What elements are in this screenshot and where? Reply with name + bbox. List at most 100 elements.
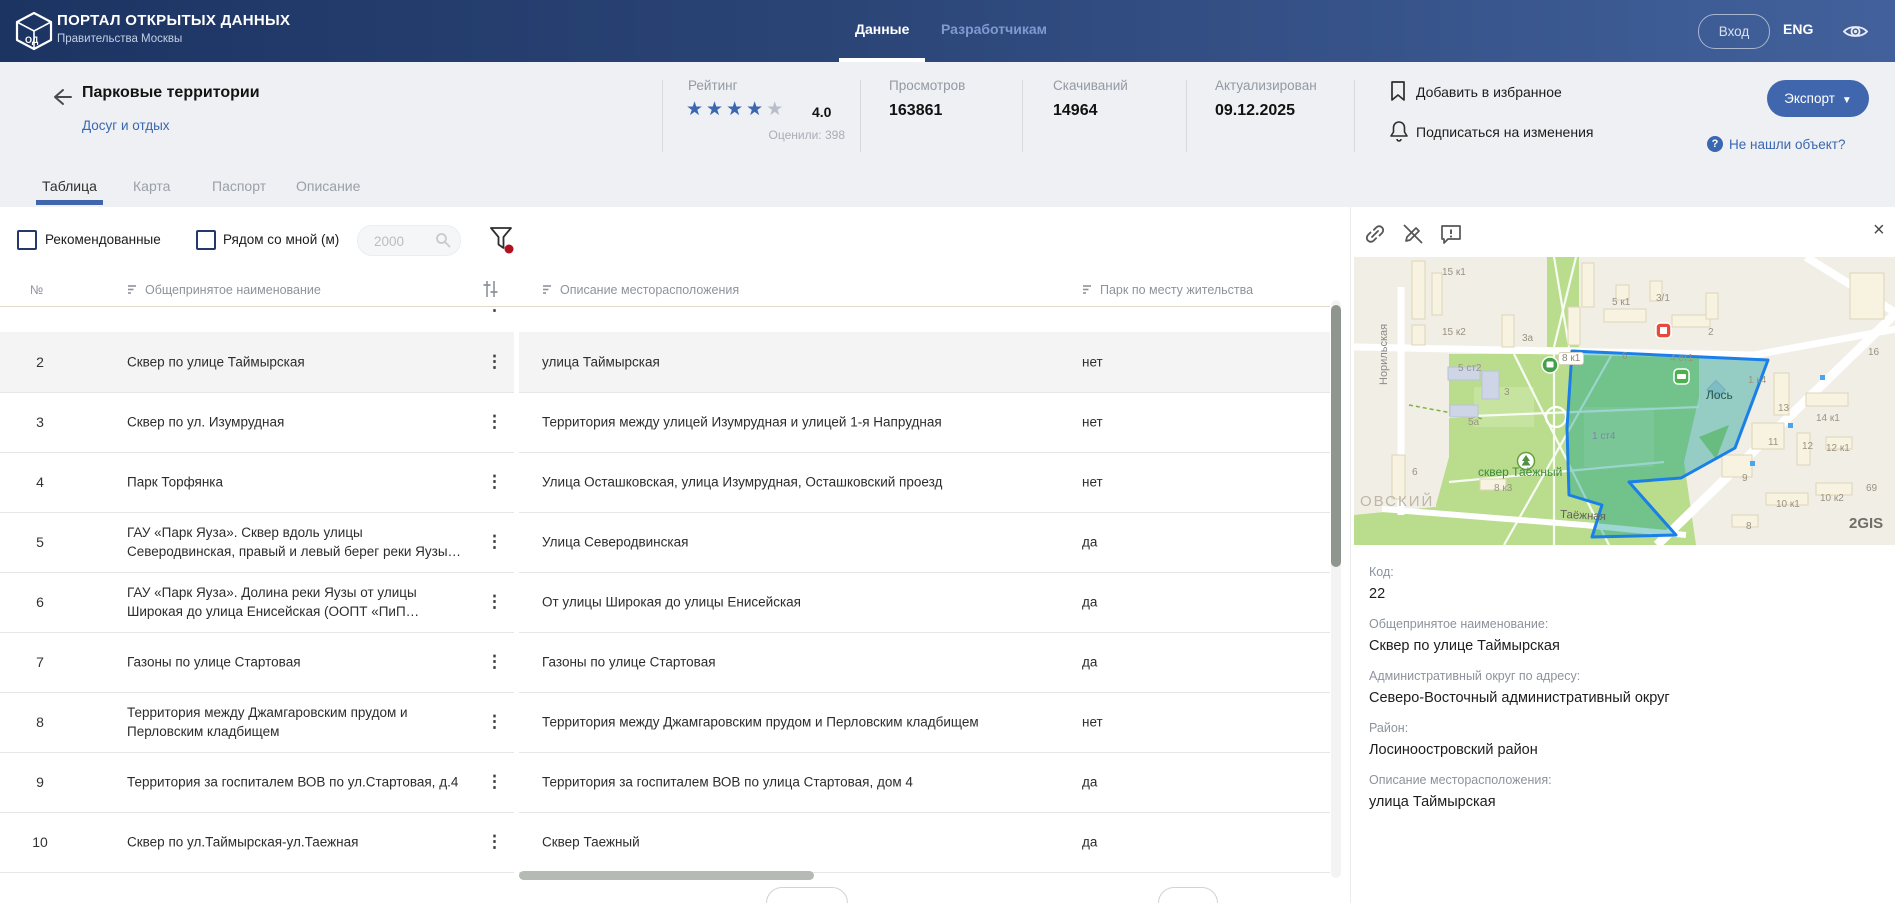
table-row[interactable]: 8 Территория между Джамгаровским прудом … [0, 692, 1330, 753]
row-menu-icon[interactable]: ⋮ [486, 472, 503, 491]
map-house-label: 69 [1866, 483, 1878, 494]
row-name: Сквер по ул. Изумрудная [127, 414, 285, 430]
export-button[interactable]: Экспорт ▼ [1767, 80, 1869, 117]
tab-table[interactable]: Таблица [42, 178, 97, 194]
add-favorite-link[interactable]: Добавить в избранное [1416, 84, 1562, 100]
row-local-park: нет [1082, 354, 1103, 370]
row-menu-icon[interactable]: ⋮ [486, 652, 503, 671]
distance-input[interactable] [372, 230, 434, 252]
row-number: 6 [36, 594, 44, 610]
object-not-found-link[interactable]: Не нашли объект? [1729, 137, 1846, 152]
portal-logo-icon[interactable]: ОД [14, 11, 54, 51]
login-button[interactable]: Вход [1698, 14, 1770, 49]
nav-tab-data[interactable]: Данные [855, 21, 910, 37]
map-house-label: 3а [1522, 333, 1534, 344]
row-menu-icon[interactable]: ⋮ [486, 532, 503, 551]
row-description: Улица Северодвинская [542, 534, 689, 550]
row-menu-icon[interactable]: ⋮ [486, 412, 503, 431]
divider [1354, 80, 1355, 152]
table-row[interactable]: 6 ГАУ «Парк Яуза». Долина реки Яузы от у… [0, 572, 1330, 633]
row-menu-icon[interactable]: ⋮ [486, 352, 503, 371]
dataset-category-link[interactable]: Досуг и отдых [82, 118, 170, 133]
tab-description[interactable]: Описание [296, 178, 361, 194]
table-row[interactable]: 4 Парк Торфянка ⋮ Улица Осташковская, ул… [0, 452, 1330, 513]
recommended-checkbox[interactable] [17, 230, 37, 250]
column-local-park[interactable]: Парк по месту жительства [1100, 283, 1254, 297]
table-row[interactable]: 7 Газоны по улице Стартовая ⋮ Газоны по … [0, 632, 1330, 693]
object-details: Код: 22 Общепринятое наименование: Сквер… [1369, 565, 1869, 810]
edit-off-icon[interactable] [1401, 222, 1425, 246]
row-menu-icon[interactable]: ⋮ [480, 306, 509, 317]
column-name[interactable]: Общепринятое наименование [145, 283, 321, 297]
sort-icon[interactable] [1082, 284, 1094, 295]
row-menu-icon[interactable]: ⋮ [486, 772, 503, 791]
map-house-label: 6 [1412, 467, 1418, 478]
table-row[interactable]: 10 Сквер по ул.Таймырская-ул.Таежная ⋮ С… [0, 812, 1330, 873]
row-local-park: да [1082, 834, 1098, 850]
subscribe-link[interactable]: Подписаться на изменения [1416, 124, 1594, 140]
detail-label: Район: [1369, 721, 1409, 735]
search-icon[interactable] [435, 232, 451, 248]
row-menu-icon[interactable]: ⋮ [486, 592, 503, 611]
table-vscrollbar-track[interactable] [1331, 300, 1341, 878]
rating-label: Рейтинг [688, 78, 738, 93]
divider [662, 80, 663, 152]
table-row[interactable]: 3 Сквер по ул. Изумрудная ⋮ Территория м… [0, 392, 1330, 453]
language-toggle[interactable]: ENG [1783, 21, 1814, 37]
column-settings-icon[interactable] [482, 280, 499, 298]
row-name: ГАУ «Парк Яуза». Долина реки Яузы от ули… [127, 585, 420, 619]
nav-tab-developers[interactable]: Разработчикам [941, 21, 1047, 37]
map-house-label: 5а [1468, 417, 1480, 428]
divider [1186, 80, 1187, 152]
table-vscrollbar-thumb[interactable] [1331, 305, 1341, 567]
row-local-park: да [1082, 654, 1098, 670]
close-icon[interactable]: × [1873, 219, 1885, 241]
filter-funnel-icon[interactable] [489, 226, 515, 254]
star-icon[interactable]: ★ [706, 99, 727, 120]
selected-area-polygon [1565, 349, 1770, 539]
export-label: Экспорт [1784, 91, 1835, 106]
dataset-title: Парковые территории [82, 84, 260, 101]
table-row[interactable]: 5 ГАУ «Парк Яуза». Сквер вдоль улицы Сев… [0, 512, 1330, 573]
feedback-icon[interactable] [1439, 222, 1463, 246]
sort-icon[interactable] [542, 284, 554, 295]
table-row-clipped[interactable]: ⋮ [0, 306, 1330, 332]
table-row[interactable]: 2 Сквер по улице Таймырская ⋮ улица Тайм… [0, 332, 1330, 393]
map-canvas[interactable]: Норильская сквер Таёжный Таёжная Лось ОВ… [1354, 257, 1895, 545]
star-icon[interactable]: ★ [746, 99, 767, 120]
row-name: Газоны по улице Стартовая [127, 654, 301, 670]
pagination-control[interactable] [766, 887, 848, 903]
tab-map[interactable]: Карта [133, 178, 171, 194]
pagination-control[interactable] [1158, 887, 1218, 903]
row-number: 8 [36, 714, 44, 730]
rating-value: 4.0 [812, 104, 832, 120]
star-icon[interactable]: ★ [686, 99, 707, 120]
star-icon[interactable]: ★ [766, 99, 787, 120]
near-me-checkbox[interactable] [196, 230, 216, 250]
bookmark-icon [1391, 81, 1405, 101]
row-menu-icon[interactable]: ⋮ [486, 832, 503, 851]
sort-icon[interactable] [127, 284, 139, 295]
row-description: Улица Осташковская, улица Изумрудная, Ос… [542, 474, 943, 490]
map-park-label: сквер Таёжный [1478, 465, 1563, 479]
column-location[interactable]: Описание месторасположения [560, 283, 740, 297]
row-description: Территория за госпиталем ВОВ по улица Ст… [542, 774, 913, 790]
row-menu-icon[interactable]: ⋮ [486, 712, 503, 731]
star-icon[interactable]: ★ [726, 99, 747, 120]
back-arrow-icon[interactable] [50, 86, 72, 108]
near-me-label: Рядом со мной (м) [223, 232, 340, 247]
row-description: От улицы Широкая до улицы Енисейская [542, 594, 801, 610]
tab-passport[interactable]: Паспорт [212, 178, 267, 194]
accessibility-eye-icon[interactable] [1842, 18, 1869, 45]
table-row[interactable]: 9 Территория за госпиталем ВОВ по ул.Ста… [0, 752, 1330, 813]
row-number: 7 [36, 654, 44, 670]
row-local-park: нет [1082, 414, 1103, 430]
object-detail-panel: × [1350, 207, 1895, 903]
map-street-label: Таёжная [1559, 508, 1607, 524]
map-house-label: 6 [1622, 351, 1628, 362]
link-icon[interactable] [1363, 222, 1387, 246]
detail-label: Описание месторасположения: [1369, 773, 1552, 787]
table-rows: ⋮ 2 Сквер по улице Таймырская ⋮ улица Та… [0, 306, 1330, 873]
table-hscrollbar-thumb[interactable] [519, 871, 814, 880]
row-description: Территория между Джамгаровским прудом и … [542, 714, 979, 730]
